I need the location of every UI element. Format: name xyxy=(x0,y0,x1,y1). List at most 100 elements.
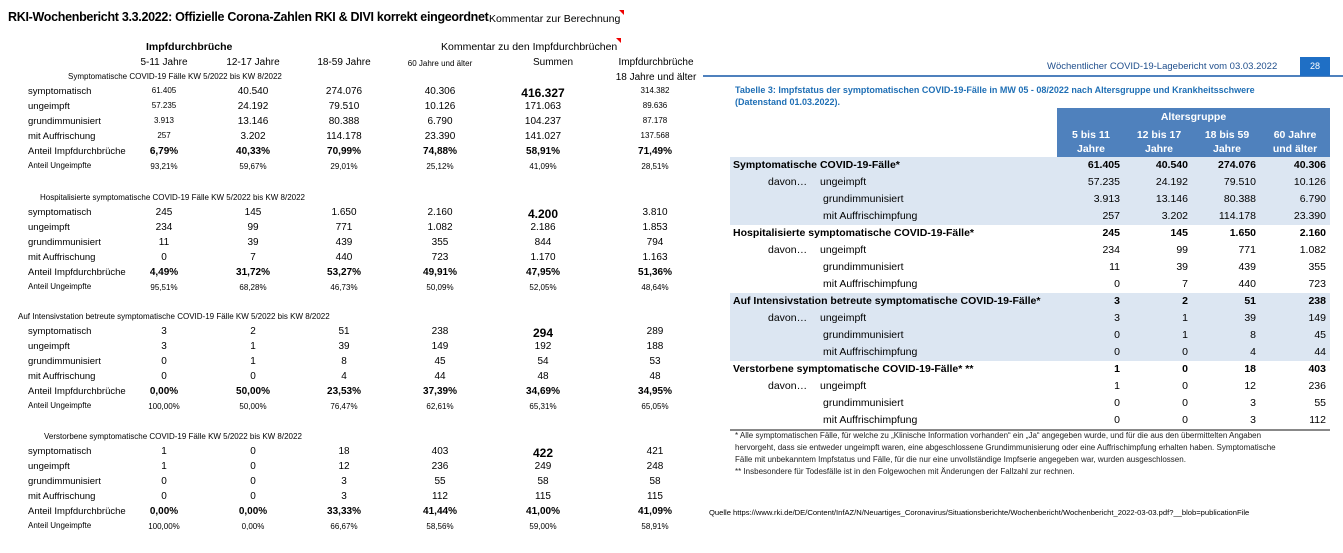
table-cell[interactable]: 55 xyxy=(434,476,446,487)
table-cell[interactable]: 422 xyxy=(532,446,554,460)
table-cell[interactable]: 59,67% xyxy=(239,162,267,171)
table-cell[interactable]: 794 xyxy=(646,237,664,248)
table-cell[interactable]: 49,91% xyxy=(423,267,457,278)
table-cell[interactable]: 141.027 xyxy=(524,131,562,142)
table-cell[interactable]: 188 xyxy=(646,341,664,352)
table-cell[interactable]: 11 xyxy=(158,237,170,248)
table-cell[interactable]: 33,33% xyxy=(327,506,361,517)
table-cell[interactable]: 23.390 xyxy=(424,131,456,142)
table-cell[interactable]: 53 xyxy=(649,356,661,367)
table-cell[interactable]: 192 xyxy=(534,341,552,352)
table-cell[interactable]: 34,69% xyxy=(526,386,560,397)
table-cell[interactable]: 58 xyxy=(649,476,661,487)
table-cell[interactable]: 74,88% xyxy=(423,146,457,157)
table-cell[interactable]: 45 xyxy=(434,356,446,367)
table-cell[interactable]: 0 xyxy=(161,476,167,487)
table-cell[interactable]: 145 xyxy=(244,207,262,218)
table-cell[interactable]: 48 xyxy=(537,371,549,382)
table-cell[interactable]: 66,67% xyxy=(330,522,358,531)
table-cell[interactable]: 93,21% xyxy=(150,162,178,171)
table-cell[interactable]: 50,09% xyxy=(426,283,454,292)
table-cell[interactable]: 50,00% xyxy=(236,386,270,397)
table-cell[interactable]: 355 xyxy=(431,237,449,248)
table-cell[interactable]: 23,53% xyxy=(327,386,361,397)
table-cell[interactable]: 723 xyxy=(431,252,449,263)
table-cell[interactable]: 31,72% xyxy=(236,267,270,278)
table-cell[interactable]: 4.200 xyxy=(527,207,559,221)
table-cell[interactable]: 1.650 xyxy=(331,207,357,218)
table-cell[interactable]: 47,95% xyxy=(526,267,560,278)
table-cell[interactable]: 50,00% xyxy=(239,402,267,411)
table-cell[interactable]: 0 xyxy=(250,446,256,457)
table-cell[interactable]: 3 xyxy=(161,341,167,352)
table-cell[interactable]: 248 xyxy=(646,461,664,472)
table-cell[interactable]: 25,12% xyxy=(426,162,454,171)
table-cell[interactable]: 137.568 xyxy=(640,131,670,140)
table-cell[interactable]: 3.913 xyxy=(153,116,175,125)
table-cell[interactable]: 245 xyxy=(155,207,173,218)
table-cell[interactable]: 238 xyxy=(431,326,449,337)
table-cell[interactable]: 100,00% xyxy=(148,402,180,411)
table-cell[interactable]: 40.540 xyxy=(237,86,269,97)
table-cell[interactable]: 234 xyxy=(155,222,173,233)
table-cell[interactable]: 0 xyxy=(250,461,256,472)
table-cell[interactable]: 0 xyxy=(161,371,167,382)
table-cell[interactable]: 89.636 xyxy=(642,101,668,110)
table-cell[interactable]: 3 xyxy=(341,476,347,487)
table-cell[interactable]: 2.186 xyxy=(530,222,556,233)
table-cell[interactable]: 3.810 xyxy=(642,207,668,218)
table-cell[interactable]: 76,47% xyxy=(330,402,358,411)
table-cell[interactable]: 1 xyxy=(161,461,167,472)
table-cell[interactable]: 62,61% xyxy=(426,402,454,411)
table-cell[interactable]: 3 xyxy=(161,326,167,337)
table-cell[interactable]: 0 xyxy=(250,476,256,487)
table-cell[interactable]: 2.160 xyxy=(427,207,453,218)
table-cell[interactable]: 1.163 xyxy=(642,252,668,263)
table-cell[interactable]: 314.382 xyxy=(640,86,670,95)
table-cell[interactable]: 40.306 xyxy=(424,86,456,97)
table-cell[interactable]: 0 xyxy=(250,491,256,502)
table-cell[interactable]: 12 xyxy=(338,461,350,472)
table-cell[interactable]: 1 xyxy=(250,341,256,352)
table-cell[interactable]: 40,33% xyxy=(236,146,270,157)
table-cell[interactable]: 2 xyxy=(250,326,256,337)
table-cell[interactable]: 3.202 xyxy=(240,131,266,142)
table-cell[interactable]: 39 xyxy=(247,237,259,248)
table-cell[interactable]: 0 xyxy=(161,491,167,502)
table-cell[interactable]: 37,39% xyxy=(423,386,457,397)
table-cell[interactable]: 1.082 xyxy=(427,222,453,233)
table-cell[interactable]: 95,51% xyxy=(150,283,178,292)
table-cell[interactable]: 440 xyxy=(335,252,353,263)
table-cell[interactable]: 59,00% xyxy=(529,522,557,531)
table-cell[interactable]: 68,28% xyxy=(239,283,267,292)
table-cell[interactable]: 58,56% xyxy=(426,522,454,531)
table-cell[interactable]: 6.790 xyxy=(427,116,453,127)
table-cell[interactable]: 0 xyxy=(161,252,167,263)
table-cell[interactable]: 7 xyxy=(250,252,256,263)
table-cell[interactable]: 403 xyxy=(431,446,449,457)
table-cell[interactable]: 34,95% xyxy=(638,386,672,397)
table-cell[interactable]: 24.192 xyxy=(237,101,269,112)
table-cell[interactable]: 65,31% xyxy=(529,402,557,411)
table-cell[interactable]: 48,64% xyxy=(641,283,669,292)
table-cell[interactable]: 87.178 xyxy=(642,116,668,125)
table-cell[interactable]: 54 xyxy=(537,356,549,367)
table-cell[interactable]: 100,00% xyxy=(148,522,180,531)
table-cell[interactable]: 289 xyxy=(646,326,664,337)
table-cell[interactable]: 149 xyxy=(431,341,449,352)
table-cell[interactable]: 771 xyxy=(335,222,353,233)
table-cell[interactable]: 274.076 xyxy=(325,86,363,97)
table-cell[interactable]: 416.327 xyxy=(521,86,565,100)
table-cell[interactable]: 0 xyxy=(250,371,256,382)
table-cell[interactable]: 48 xyxy=(649,371,661,382)
table-cell[interactable]: 0,00% xyxy=(241,522,265,531)
table-cell[interactable]: 249 xyxy=(534,461,552,472)
table-cell[interactable]: 4 xyxy=(341,371,347,382)
table-cell[interactable]: 1.853 xyxy=(642,222,668,233)
table-cell[interactable]: 41,09% xyxy=(529,162,557,171)
table-cell[interactable]: 0,00% xyxy=(149,506,179,517)
table-cell[interactable]: 439 xyxy=(335,237,353,248)
table-cell[interactable]: 18 xyxy=(338,446,350,457)
table-cell[interactable]: 6,79% xyxy=(149,146,179,157)
table-cell[interactable]: 52,05% xyxy=(529,283,557,292)
